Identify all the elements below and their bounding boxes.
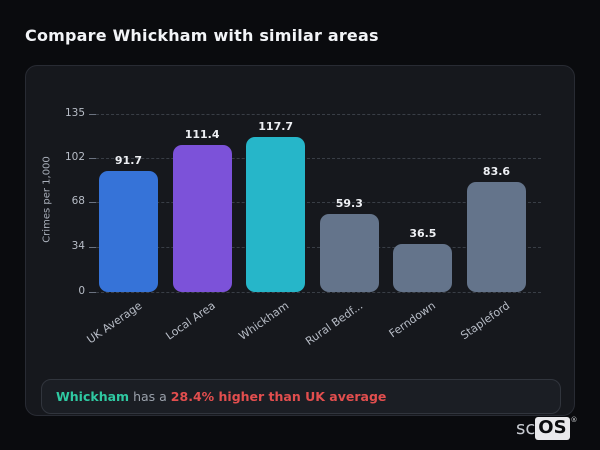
page-title: Compare Whickham with similar areas (25, 26, 379, 45)
bar-value-label: 59.3 (335, 196, 363, 210)
bar-value-label: 83.6 (482, 164, 511, 178)
y-tick-mark (89, 292, 96, 293)
bar-value-label: 117.7 (258, 119, 294, 133)
bar-local-area[interactable] (172, 145, 232, 292)
y-tick-mark (89, 157, 96, 159)
annotation-connector-text: has a (133, 389, 167, 404)
gridline (96, 247, 541, 249)
x-tick-label: UK Average (84, 299, 144, 347)
y-tick-label: 68 (71, 195, 85, 208)
bar-ferndown[interactable] (393, 243, 453, 292)
bar-chart: Crimes per 1,000 0 34 68 102 135 91.7 UK Averag… (26, 66, 574, 415)
bar-value-label: 36.5 (409, 226, 437, 240)
logo-emphasis: OS (535, 417, 570, 440)
x-tick-label: Stapleford (458, 299, 512, 343)
bar-value-label: 111.4 (184, 128, 220, 142)
x-tick-label: Whickham (236, 299, 292, 343)
y-tick-mark (89, 247, 96, 249)
y-tick-label: 34 (71, 240, 85, 253)
comparison-annotation: Whickham has a 28.4% higher than UK aver… (41, 379, 561, 414)
y-tick-label: 135 (64, 107, 85, 119)
x-tick-label: Local Area (163, 299, 218, 343)
y-tick-mark (89, 202, 96, 204)
y-tick-mark (89, 114, 96, 115)
gridline (96, 202, 541, 204)
x-tick-label: Rural Bedf... (302, 299, 365, 348)
gridline (96, 114, 541, 115)
registered-mark-icon: ® (570, 416, 578, 424)
annotation-stat-text: 28.4% higher than UK average (170, 389, 387, 404)
y-tick-label: 0 (78, 285, 85, 297)
bar-stapleford[interactable] (467, 181, 526, 292)
gridline (96, 157, 541, 159)
bar-uk-average[interactable] (99, 171, 158, 292)
scos-logo: sc OS ® (516, 417, 578, 440)
annotation-area-name: Whickham (56, 389, 130, 404)
bar-whickham[interactable] (246, 136, 306, 292)
gridline (96, 292, 541, 293)
y-tick-label: 102 (64, 150, 85, 163)
bar-rural-bedf[interactable] (319, 213, 379, 292)
logo-prefix: sc (516, 418, 536, 439)
chart-card: Crimes per 1,000 0 34 68 102 135 91.7 UK Averag… (25, 65, 575, 416)
bar-value-label: 91.7 (114, 154, 143, 168)
x-tick-label: Ferndown (387, 299, 439, 341)
